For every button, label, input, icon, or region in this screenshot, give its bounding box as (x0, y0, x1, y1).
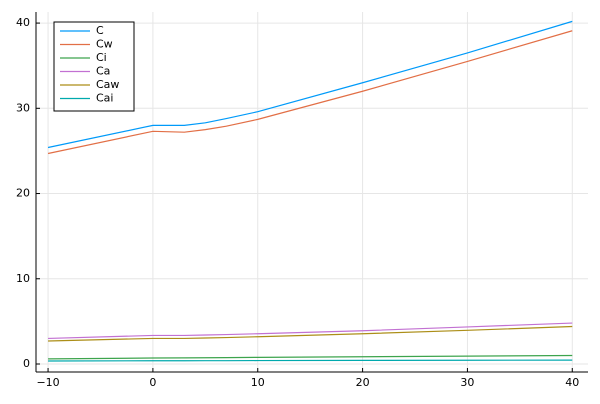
series-line (47, 30, 573, 155)
y-tick-label: 40 (16, 16, 30, 29)
y-tick-label: 20 (16, 187, 30, 200)
legend-box (53, 21, 135, 112)
x-tick-label: 10 (251, 376, 265, 389)
x-tick-label: 40 (565, 376, 579, 389)
x-tick-label: 20 (356, 376, 370, 389)
series-line (48, 354, 573, 360)
series-line (47, 20, 573, 149)
series-line (48, 325, 573, 342)
x-tick-label: 0 (149, 376, 156, 389)
y-tick-label: 30 (16, 101, 30, 114)
x-tick-label: 30 (460, 376, 474, 389)
legend-label: Caw (96, 78, 119, 91)
series-line (48, 359, 573, 362)
x-tick-label: −10 (36, 376, 59, 389)
y-tick-label: 0 (23, 357, 30, 370)
legend-label: Ca (96, 65, 110, 78)
y-tick-label: 10 (16, 272, 30, 285)
legend-label: Cw (96, 38, 113, 51)
legend-label: Cai (96, 92, 113, 105)
legend-label: Ci (96, 51, 107, 64)
legend-label: C (96, 24, 104, 37)
series-line (48, 322, 573, 340)
